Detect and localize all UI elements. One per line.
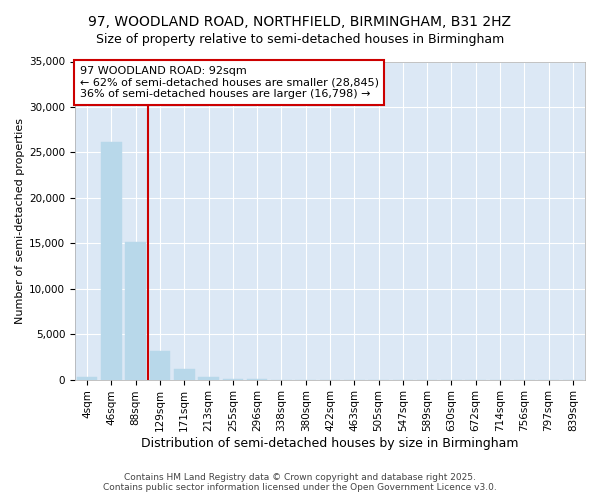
Bar <box>125 242 146 380</box>
Y-axis label: Number of semi-detached properties: Number of semi-detached properties <box>15 118 25 324</box>
Bar <box>174 368 194 380</box>
Text: 97 WOODLAND ROAD: 92sqm
← 62% of semi-detached houses are smaller (28,845)
36% o: 97 WOODLAND ROAD: 92sqm ← 62% of semi-de… <box>80 66 379 99</box>
Bar <box>149 350 170 380</box>
Text: 97, WOODLAND ROAD, NORTHFIELD, BIRMINGHAM, B31 2HZ: 97, WOODLAND ROAD, NORTHFIELD, BIRMINGHA… <box>89 15 511 29</box>
Bar <box>198 377 219 380</box>
Text: Size of property relative to semi-detached houses in Birmingham: Size of property relative to semi-detach… <box>96 32 504 46</box>
Bar <box>101 142 122 380</box>
Bar <box>77 377 97 380</box>
X-axis label: Distribution of semi-detached houses by size in Birmingham: Distribution of semi-detached houses by … <box>141 437 519 450</box>
Text: Contains HM Land Registry data © Crown copyright and database right 2025.
Contai: Contains HM Land Registry data © Crown c… <box>103 473 497 492</box>
Bar <box>223 378 243 380</box>
